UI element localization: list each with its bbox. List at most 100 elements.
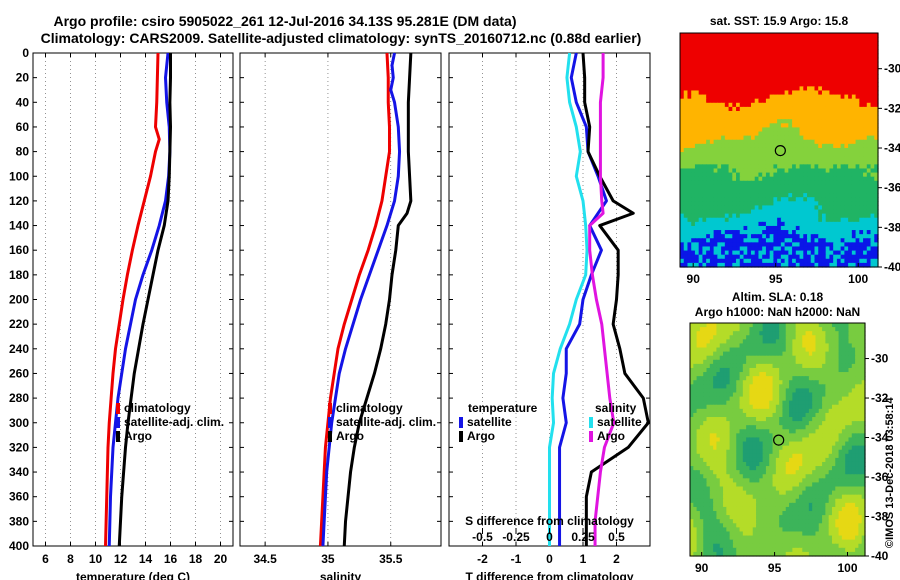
sla-cell [752,408,757,414]
sla-cell [835,421,840,426]
sla-cell [719,376,724,381]
sla-cell [752,404,757,410]
sla-cell [746,380,751,385]
sla-cell [828,433,833,439]
sla-cell [729,343,734,349]
sst-cell [687,98,692,104]
sla-cell [861,408,866,414]
sst-cell [874,238,879,243]
sla-cell [775,347,780,353]
sla-cell [855,404,859,410]
sla-cell [762,445,767,451]
sst-cell [691,139,696,145]
sst-cell [833,172,838,178]
sla-cell [861,425,866,430]
sst-cell [821,180,827,186]
sst-cell [855,78,860,83]
sst-cell [848,139,853,145]
sst-cell [747,250,752,256]
sst-cell [762,189,767,194]
sla-cell [831,355,836,361]
sst-cell [874,176,879,182]
sst-cell [840,242,845,248]
sst-cell [859,160,864,165]
sst-cell [780,180,786,186]
sst-cell [784,209,789,215]
sst-cell [736,106,741,112]
sst-cell [866,197,872,202]
sla-cell [851,376,856,381]
sst-cell [784,156,789,161]
sla-cell [742,376,747,381]
sst-cell [724,160,730,165]
sst-cell [709,139,715,145]
sla-cell [841,433,846,439]
sla-cell [739,339,744,345]
sst-cell [825,135,831,141]
sst-cell [821,217,827,223]
sst-cell [732,98,737,104]
sst-cell [777,57,782,63]
sla-cell [752,437,757,443]
sla-cell [802,400,807,406]
sst-cell [724,168,730,174]
sst-cell [821,250,827,256]
sla-cell [703,417,708,422]
sst-cell [777,45,782,51]
sst-cell [859,98,864,104]
sst-cell [788,176,793,182]
sst-cell [739,234,745,239]
sst-cell [840,139,845,145]
sst-cell [769,61,774,67]
sla-cell [713,388,718,394]
sst-cell [765,45,771,51]
sst-cell [758,33,763,38]
sla-cell [696,372,701,377]
sla-cell [706,376,711,381]
difference-legend-s-argo-swatch [589,431,593,442]
sst-cell [840,74,845,79]
sla-cell [693,449,698,455]
sst-cell [739,250,745,256]
sst-cell [765,213,771,219]
sla-cell [792,449,797,455]
sst-cell [836,102,842,108]
sst-cell [859,119,864,124]
sla-cell [822,445,826,451]
sla-cell [831,445,836,451]
sla-cell [818,323,823,328]
difference-xtick-label: 2 [613,552,620,566]
sst-cell [728,217,733,223]
sst-cell [829,209,834,215]
sla-cell [792,380,797,385]
sst-cell [773,135,778,141]
sst-cell [848,135,853,141]
sla-cell [805,437,810,443]
sst-cell [848,69,853,75]
sst-cell [833,82,838,87]
sla-cell [699,445,704,451]
sla-cell [838,404,843,410]
sst-cell [743,230,748,235]
sst-cell [844,217,849,223]
sla-cell [772,417,777,422]
sla-cell [756,347,760,353]
sst-cell [750,209,756,215]
sla-cell [812,429,817,434]
sst-cell [765,234,771,239]
sst-cell [758,217,763,223]
sst-cell [859,65,864,71]
sst-cell [736,176,741,182]
sst-cell [758,176,763,182]
sst-cell [773,242,778,248]
sst-cell [698,213,704,219]
sst-cell [833,193,838,198]
sst-cell [687,180,692,186]
sst-cell [750,217,756,223]
sst-cell [803,250,808,256]
sst-cell [747,98,752,104]
sst-cell [691,197,696,202]
sla-cell [841,417,846,422]
sst-cell [736,238,741,243]
sst-cell [840,106,845,112]
